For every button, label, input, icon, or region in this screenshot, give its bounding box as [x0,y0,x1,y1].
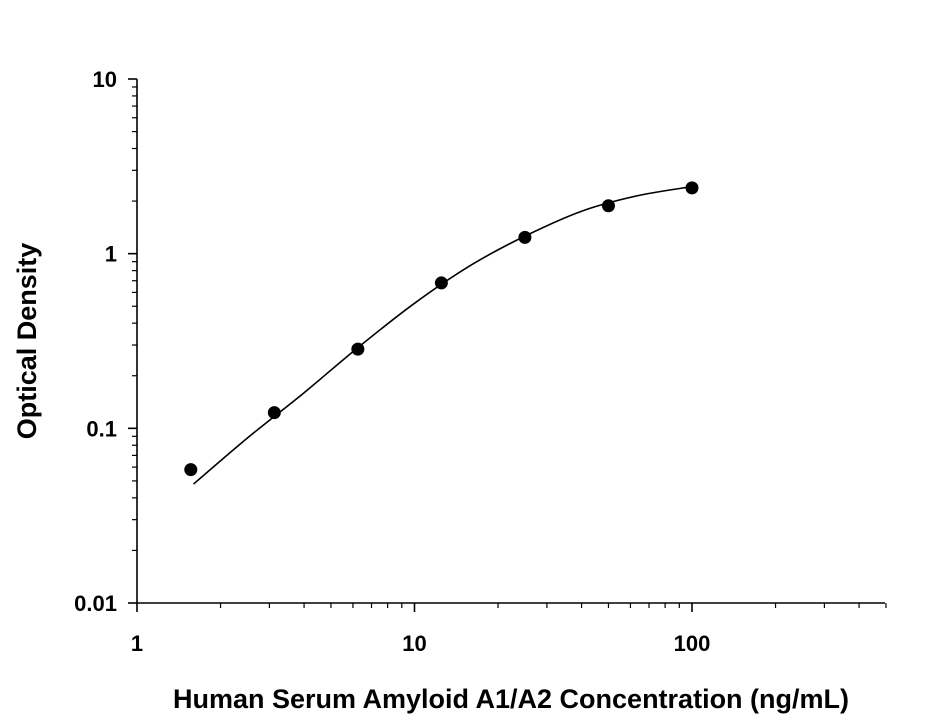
data-points [184,181,699,477]
y-tick-label: 0.01 [74,591,117,616]
y-tick-label: 0.1 [86,416,117,441]
data-point [601,199,615,213]
axes [136,79,885,604]
x-axis-title: Human Serum Amyloid A1/A2 Concentration … [173,684,849,714]
ticks [128,78,887,612]
data-point [434,276,448,290]
y-axis-title: Optical Density [12,243,42,440]
tick-labels: 0.01 0.1 1 10 1 10 100 [74,67,710,656]
fit-curve [193,185,693,485]
data-point [351,342,365,356]
x-tick-label: 10 [402,631,426,656]
data-point [184,463,198,477]
y-tick-label: 10 [93,67,117,92]
data-point [267,406,281,420]
x-tick-label: 100 [674,631,711,656]
data-point [685,181,699,195]
y-tick-label: 1 [105,242,117,267]
data-point [518,230,532,244]
x-tick-label: 1 [131,631,143,656]
